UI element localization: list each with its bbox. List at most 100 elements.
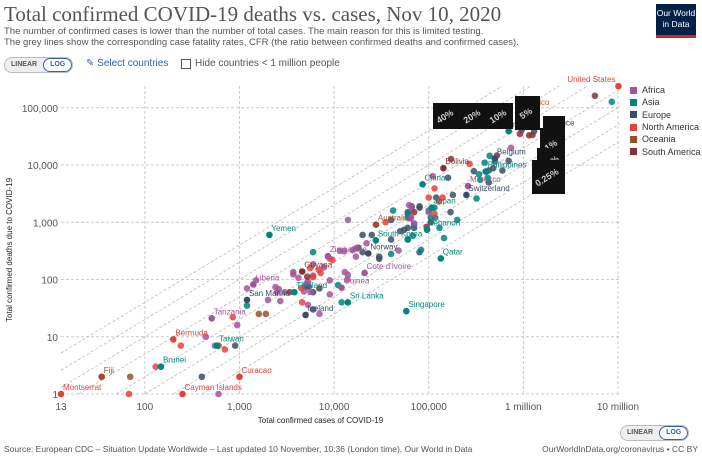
legend-item[interactable]: Africa [630,84,701,96]
point-label: Montserrat [63,383,102,392]
scale-linear-button[interactable]: LINEAR [11,61,38,68]
x-tick-label: 1,000 [227,402,252,413]
point-label: Liberia [255,273,280,282]
data-point [126,373,134,381]
data-point-tanzania [208,315,216,322]
data-point [329,256,336,264]
scale-linear-button-bottom[interactable]: LINEAR [627,429,654,436]
point-label: Norway [370,242,397,251]
cfr-label-box [486,103,513,129]
legend-swatch [630,86,637,94]
legend-label: Asia [642,97,660,108]
point-label: Fiji [104,366,114,375]
data-point [387,250,395,258]
data-point [447,155,455,163]
data-point [382,218,389,226]
data-point [352,253,360,261]
data-point [507,144,515,152]
data-point-taiwan [213,342,221,349]
y-tick-label: 1,000 [33,218,58,229]
data-point [309,306,317,313]
legend-item[interactable]: South America [630,145,701,157]
x-axis-label: Total confirmed cases of COVID-19 [258,416,384,425]
data-point-norway [365,250,372,257]
point-label: Thailand [296,281,327,290]
data-point [125,390,133,398]
scale-log-button[interactable]: LOG [43,58,73,72]
legend-swatch [630,148,637,156]
y-tick-label: 10,000 [27,161,58,172]
data-point-curacao [236,373,243,381]
data-point [315,266,323,274]
license-link[interactable]: OurWorldInData.org/coronavirus • CC BY [542,444,698,454]
point-label: Zimbabwe [330,245,367,254]
point-label: Yemen [271,224,296,233]
checkbox-icon [181,58,191,69]
data-point-qatar [437,255,445,262]
data-point [499,167,506,174]
point-label: Cayman Islands [185,383,242,392]
point-label: Iceland [308,304,334,313]
x-tick-label: 100 [137,402,154,413]
point-label: Guinea [344,277,370,286]
data-point [505,157,513,165]
data-point-iran [505,127,513,135]
legend-swatch [630,123,637,131]
scale-log-button-bottom[interactable]: LOG [659,426,689,440]
cfr-label-box [532,160,565,194]
hide-small-countries-checkbox[interactable]: Hide countries < 1 million people [181,58,340,69]
point-label: Guyana [304,260,333,269]
data-point [466,160,473,168]
y-tick-label: 100 [41,276,58,287]
owid-logo[interactable]: Our World in Data [656,4,696,38]
data-point [295,274,302,282]
legend-label: Oceania [642,134,676,145]
data-point [289,271,297,278]
data-point [309,248,317,256]
data-point [410,208,418,216]
select-countries-button[interactable]: ✎ Select countries [86,58,168,69]
data-point-switzerland [463,191,470,199]
point-label: Switzerland [468,184,509,193]
point-label: Belgium [497,147,526,156]
data-point-montserrat [57,390,65,398]
point-label: Curacao [241,366,272,375]
data-point-china [419,181,426,188]
data-point [202,333,210,341]
data-point [286,288,294,296]
data-point [470,167,478,175]
data-point [473,195,480,202]
data-point-japan [428,204,436,211]
data-point [431,210,438,218]
scale-toggle-top[interactable]: LINEAR LOG [4,57,74,73]
data-point-morocco [464,182,472,190]
legend-item[interactable]: Asia [630,96,701,108]
data-point [340,247,348,255]
data-point [447,208,454,216]
data-point-lebanon [423,226,431,234]
select-countries-label: Select countries [97,58,169,69]
data-point [273,288,281,296]
data-point [303,280,310,287]
point-label: China [425,173,446,182]
point-label: Sri Lanka [350,291,384,300]
data-point-cayman-islands [179,390,186,398]
data-point [344,216,352,224]
point-label: United States [567,75,615,84]
data-point [320,264,328,271]
legend-item[interactable]: Europe [630,109,701,121]
source-note: Source: European CDC – Situation Update … [4,444,473,454]
data-point-philippines [482,168,490,175]
data-point-belgium [491,155,499,162]
data-point [608,98,616,106]
x-tick-label: 1 million [505,402,542,413]
hide-small-label: Hide countries < 1 million people [195,58,340,69]
legend-item[interactable]: North America [630,121,701,133]
scale-toggle-bottom[interactable]: LINEAR LOG [620,425,690,441]
legend-item[interactable]: Oceania [630,133,701,145]
data-point [306,264,314,272]
data-point [449,191,457,199]
data-point [453,216,461,224]
data-point [231,342,239,349]
